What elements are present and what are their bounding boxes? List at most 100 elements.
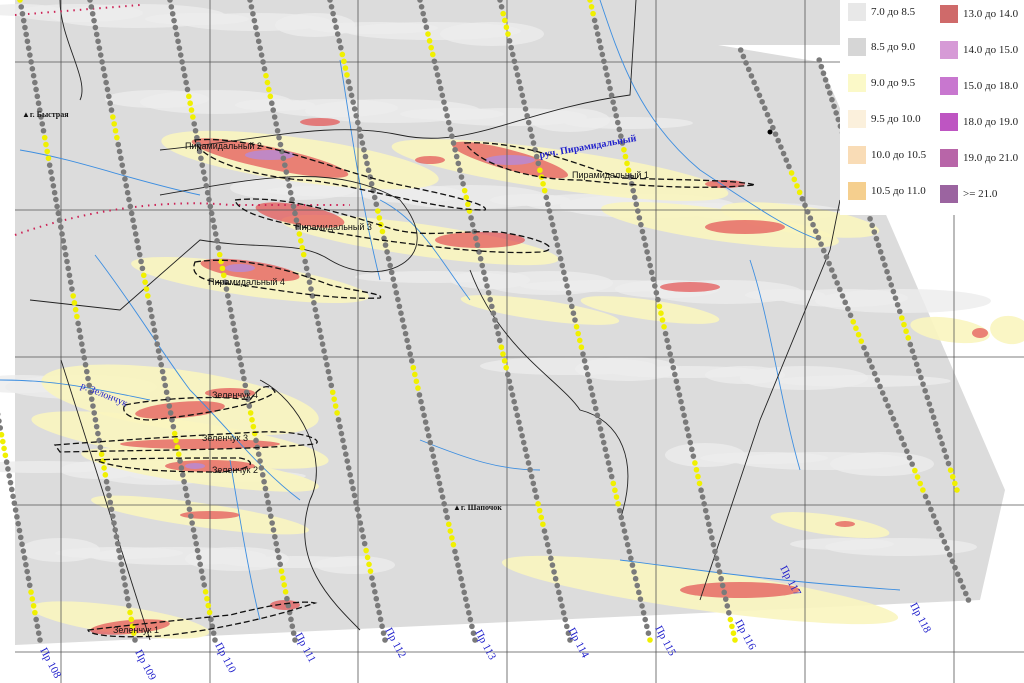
- sample-point: [689, 446, 695, 453]
- sample-point: [171, 17, 177, 24]
- sample-point: [831, 103, 837, 110]
- sample-point: [589, 392, 596, 398]
- sample-point: [382, 242, 389, 248]
- sample-point: [266, 506, 273, 513]
- sample-point: [128, 616, 135, 623]
- sample-point: [928, 407, 935, 414]
- sample-point: [187, 100, 193, 107]
- sample-point: [759, 98, 765, 105]
- sample-point: [97, 444, 104, 451]
- sample-point: [405, 344, 412, 351]
- sample-point: [25, 575, 32, 582]
- sample-point: [636, 215, 643, 221]
- sample-point: [270, 107, 277, 113]
- sample-point: [344, 72, 350, 78]
- sample-point: [186, 506, 193, 513]
- sample-point: [899, 315, 905, 321]
- sample-point: [945, 460, 952, 467]
- sample-point: [895, 428, 902, 435]
- sample-point: [442, 106, 449, 112]
- sample-point: [594, 31, 601, 37]
- sample-point: [356, 126, 363, 133]
- sample-point: [91, 17, 97, 24]
- sample-point: [407, 351, 414, 357]
- sample-point: [149, 313, 155, 320]
- sample-point: [445, 521, 452, 528]
- sample-point: [18, 4, 25, 10]
- sample-point: [449, 133, 455, 139]
- sample-point: [178, 465, 185, 471]
- sample-point: [238, 361, 245, 368]
- sample-point: [562, 616, 569, 623]
- sample-point: [936, 526, 942, 532]
- sample-point: [675, 385, 681, 391]
- sample-point: [501, 17, 508, 24]
- sample-point: [330, 10, 336, 17]
- sample-point: [183, 79, 189, 86]
- sample-point: [432, 460, 438, 466]
- sample-point: [200, 575, 206, 581]
- sample-point: [253, 24, 259, 31]
- sample-point: [639, 603, 645, 609]
- sample-point: [629, 562, 636, 568]
- sample-point: [687, 439, 694, 446]
- sample-point: [350, 99, 356, 105]
- sample-point: [525, 119, 532, 126]
- sample-point: [599, 51, 606, 58]
- sample-point: [108, 107, 115, 113]
- sample-point: [751, 79, 757, 86]
- sample-point: [19, 541, 25, 548]
- sample-point: [591, 17, 598, 24]
- sample-point: [404, 337, 410, 344]
- sample-point: [337, 423, 343, 430]
- sample-point: [658, 310, 664, 316]
- sample-point: [143, 286, 150, 292]
- sample-point: [286, 183, 292, 189]
- sample-point: [215, 244, 222, 251]
- sample-point: [250, 423, 257, 430]
- sample-point: [875, 242, 882, 249]
- sample-point: [474, 242, 481, 248]
- sample-point: [106, 93, 112, 100]
- sample-point: [524, 112, 530, 119]
- sample-point: [894, 301, 901, 308]
- sample-point: [930, 414, 937, 421]
- sample-point: [144, 293, 151, 299]
- sample-point: [901, 441, 907, 448]
- sample-point: [339, 51, 346, 58]
- sample-point: [890, 416, 897, 422]
- legend-item: 9.0 до 9.5: [848, 74, 915, 92]
- sample-point: [270, 527, 277, 533]
- legend-swatch: [940, 113, 958, 131]
- sample-point: [58, 224, 64, 230]
- sample-point: [248, 4, 255, 10]
- sample-point: [336, 38, 343, 44]
- sample-point: [293, 217, 300, 224]
- sample-point: [188, 513, 194, 519]
- sample-point: [278, 568, 285, 574]
- legend-swatch: [848, 110, 866, 128]
- sample-point: [775, 137, 782, 144]
- sample-point: [867, 215, 873, 222]
- sample-point: [49, 176, 55, 182]
- sample-point: [140, 272, 147, 279]
- sample-point: [70, 293, 76, 299]
- sample-point: [329, 389, 336, 396]
- sample-point: [517, 85, 524, 92]
- legend-swatch: [848, 146, 866, 164]
- sample-point: [457, 167, 463, 174]
- sample-point: [98, 451, 105, 457]
- sample-point: [845, 306, 851, 312]
- sample-point: [829, 96, 835, 103]
- sample-point: [327, 375, 333, 382]
- boundary-line: [59, 0, 83, 101]
- profile-line-Пр-116: [587, 0, 738, 643]
- sample-point: [543, 535, 549, 541]
- sample-point: [97, 52, 104, 58]
- sample-point: [847, 312, 854, 319]
- sample-point: [586, 378, 593, 385]
- low-anomaly-halo: [460, 295, 620, 325]
- sample-point: [500, 10, 506, 17]
- sample-point: [276, 134, 282, 141]
- sample-point: [616, 507, 623, 514]
